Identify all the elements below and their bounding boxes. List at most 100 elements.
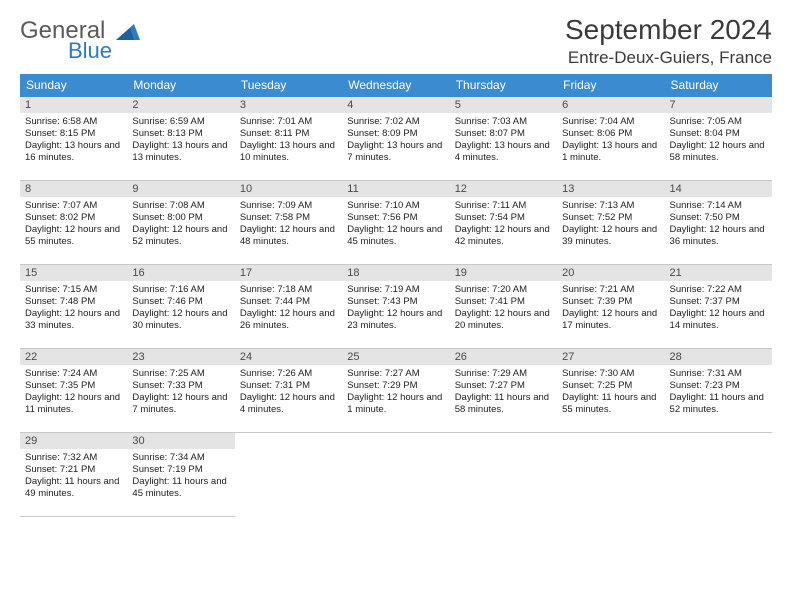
day-body: Sunrise: 7:31 AMSunset: 7:23 PMDaylight:… xyxy=(665,365,772,420)
sunset-line: Sunset: 8:09 PM xyxy=(347,128,444,140)
sunrise-line: Sunrise: 7:01 AM xyxy=(240,116,337,128)
day-body: Sunrise: 7:18 AMSunset: 7:44 PMDaylight:… xyxy=(235,281,342,336)
day-number: 16 xyxy=(127,265,234,281)
day-number: 20 xyxy=(557,265,664,281)
logo-triangle-icon xyxy=(116,24,140,44)
day-cell xyxy=(235,433,342,517)
daylight-line: Daylight: 12 hours and 45 minutes. xyxy=(347,224,444,248)
dow-row: SundayMondayTuesdayWednesdayThursdayFrid… xyxy=(20,74,772,97)
daylight-line: Daylight: 12 hours and 36 minutes. xyxy=(670,224,767,248)
week-row: 8Sunrise: 7:07 AMSunset: 8:02 PMDaylight… xyxy=(20,181,772,265)
dow-saturday: Saturday xyxy=(665,74,772,97)
day-body: Sunrise: 7:14 AMSunset: 7:50 PMDaylight:… xyxy=(665,197,772,252)
sunset-line: Sunset: 8:07 PM xyxy=(455,128,552,140)
day-cell xyxy=(557,433,664,517)
sunrise-line: Sunrise: 7:20 AM xyxy=(455,284,552,296)
day-number: 5 xyxy=(450,97,557,113)
day-cell: 9Sunrise: 7:08 AMSunset: 8:00 PMDaylight… xyxy=(127,181,234,265)
sunset-line: Sunset: 7:41 PM xyxy=(455,296,552,308)
daylight-line: Daylight: 12 hours and 11 minutes. xyxy=(25,392,122,416)
sunrise-line: Sunrise: 7:04 AM xyxy=(562,116,659,128)
day-body: Sunrise: 7:27 AMSunset: 7:29 PMDaylight:… xyxy=(342,365,449,420)
daylight-line: Daylight: 12 hours and 23 minutes. xyxy=(347,308,444,332)
sunrise-line: Sunrise: 7:03 AM xyxy=(455,116,552,128)
daylight-line: Daylight: 12 hours and 42 minutes. xyxy=(455,224,552,248)
logo-text: General Blue xyxy=(20,20,112,62)
daylight-line: Daylight: 13 hours and 10 minutes. xyxy=(240,140,337,164)
sunset-line: Sunset: 8:15 PM xyxy=(25,128,122,140)
day-cell: 13Sunrise: 7:13 AMSunset: 7:52 PMDayligh… xyxy=(557,181,664,265)
title-block: September 2024 Entre-Deux-Guiers, France xyxy=(565,14,772,68)
day-body: Sunrise: 7:19 AMSunset: 7:43 PMDaylight:… xyxy=(342,281,449,336)
sunrise-line: Sunrise: 7:02 AM xyxy=(347,116,444,128)
sunset-line: Sunset: 7:44 PM xyxy=(240,296,337,308)
sunset-line: Sunset: 7:43 PM xyxy=(347,296,444,308)
day-number: 24 xyxy=(235,349,342,365)
sunset-line: Sunset: 7:46 PM xyxy=(132,296,229,308)
daylight-line: Daylight: 12 hours and 52 minutes. xyxy=(132,224,229,248)
sunrise-line: Sunrise: 7:07 AM xyxy=(25,200,122,212)
calendar-table: SundayMondayTuesdayWednesdayThursdayFrid… xyxy=(20,74,772,517)
sunrise-line: Sunrise: 6:58 AM xyxy=(25,116,122,128)
day-body: Sunrise: 7:01 AMSunset: 8:11 PMDaylight:… xyxy=(235,113,342,168)
day-number: 14 xyxy=(665,181,772,197)
day-number: 26 xyxy=(450,349,557,365)
sunrise-line: Sunrise: 7:29 AM xyxy=(455,368,552,380)
day-cell: 30Sunrise: 7:34 AMSunset: 7:19 PMDayligh… xyxy=(127,433,234,517)
daylight-line: Daylight: 12 hours and 20 minutes. xyxy=(455,308,552,332)
day-cell: 10Sunrise: 7:09 AMSunset: 7:58 PMDayligh… xyxy=(235,181,342,265)
sunset-line: Sunset: 7:19 PM xyxy=(132,464,229,476)
dow-friday: Friday xyxy=(557,74,664,97)
day-cell: 16 Sunrise: 7:16 AMSunset: 7:46 PMDayligh… xyxy=(127,265,234,349)
day-cell: 4Sunrise: 7:02 AMSunset: 8:09 PMDaylight… xyxy=(342,97,449,181)
day-cell: 26Sunrise: 7:29 AMSunset: 7:27 PMDayligh… xyxy=(450,349,557,433)
day-body: Sunrise: 6:58 AMSunset: 8:15 PMDaylight:… xyxy=(20,113,127,168)
sunset-line: Sunset: 7:39 PM xyxy=(562,296,659,308)
day-cell: 22Sunrise: 7:24 AMSunset: 7:35 PMDayligh… xyxy=(20,349,127,433)
day-cell: 1Sunrise: 6:58 AMSunset: 8:15 PMDaylight… xyxy=(20,97,127,181)
sunset-line: Sunset: 7:29 PM xyxy=(347,380,444,392)
calendar-page: General Blue September 2024 Entre-Deux-G… xyxy=(0,0,792,527)
daylight-line: Daylight: 12 hours and 30 minutes. xyxy=(132,308,229,332)
daylight-line: Daylight: 12 hours and 55 minutes. xyxy=(25,224,122,248)
sunset-line: Sunset: 7:52 PM xyxy=(562,212,659,224)
daylight-line: Daylight: 12 hours and 39 minutes. xyxy=(562,224,659,248)
day-number: 3 xyxy=(235,97,342,113)
day-number: 22 xyxy=(20,349,127,365)
sunset-line: Sunset: 7:23 PM xyxy=(670,380,767,392)
day-number: 27 xyxy=(557,349,664,365)
week-row: 15Sunrise: 7:15 AMSunset: 7:48 PMDayligh… xyxy=(20,265,772,349)
week-row: 1Sunrise: 6:58 AMSunset: 8:15 PMDaylight… xyxy=(20,97,772,181)
day-number: 7 xyxy=(665,97,772,113)
daylight-line: Daylight: 12 hours and 33 minutes. xyxy=(25,308,122,332)
sunset-line: Sunset: 8:11 PM xyxy=(240,128,337,140)
daylight-line: Daylight: 12 hours and 17 minutes. xyxy=(562,308,659,332)
sunrise-line: Sunrise: 7:19 AM xyxy=(347,284,444,296)
day-body: Sunrise: 7:24 AMSunset: 7:35 PMDaylight:… xyxy=(20,365,127,420)
day-number: 1 xyxy=(20,97,127,113)
week-row: 29Sunrise: 7:32 AMSunset: 7:21 PMDayligh… xyxy=(20,433,772,517)
day-body: Sunrise: 7:20 AMSunset: 7:41 PMDaylight:… xyxy=(450,281,557,336)
sunrise-line: Sunrise: 7:16 AM xyxy=(132,284,229,296)
day-cell: 19Sunrise: 7:20 AMSunset: 7:41 PMDayligh… xyxy=(450,265,557,349)
sunrise-line: Sunrise: 7:30 AM xyxy=(562,368,659,380)
daylight-line: Daylight: 11 hours and 49 minutes. xyxy=(25,476,122,500)
sunrise-line: Sunrise: 7:18 AM xyxy=(240,284,337,296)
sunrise-line: Sunrise: 7:15 AM xyxy=(25,284,122,296)
day-cell: 28Sunrise: 7:31 AMSunset: 7:23 PMDayligh… xyxy=(665,349,772,433)
sunset-line: Sunset: 7:21 PM xyxy=(25,464,122,476)
sunrise-line: Sunrise: 7:09 AM xyxy=(240,200,337,212)
day-cell xyxy=(450,433,557,517)
sunset-line: Sunset: 7:25 PM xyxy=(562,380,659,392)
daylight-line: Daylight: 13 hours and 4 minutes. xyxy=(455,140,552,164)
sunset-line: Sunset: 7:27 PM xyxy=(455,380,552,392)
daylight-line: Daylight: 12 hours and 58 minutes. xyxy=(670,140,767,164)
day-cell: 12Sunrise: 7:11 AMSunset: 7:54 PMDayligh… xyxy=(450,181,557,265)
day-cell: 2Sunrise: 6:59 AMSunset: 8:13 PMDaylight… xyxy=(127,97,234,181)
sunset-line: Sunset: 7:56 PM xyxy=(347,212,444,224)
day-cell: 23Sunrise: 7:25 AMSunset: 7:33 PMDayligh… xyxy=(127,349,234,433)
day-cell: 24Sunrise: 7:26 AMSunset: 7:31 PMDayligh… xyxy=(235,349,342,433)
sunset-line: Sunset: 7:31 PM xyxy=(240,380,337,392)
day-number: 25 xyxy=(342,349,449,365)
daylight-line: Daylight: 13 hours and 13 minutes. xyxy=(132,140,229,164)
